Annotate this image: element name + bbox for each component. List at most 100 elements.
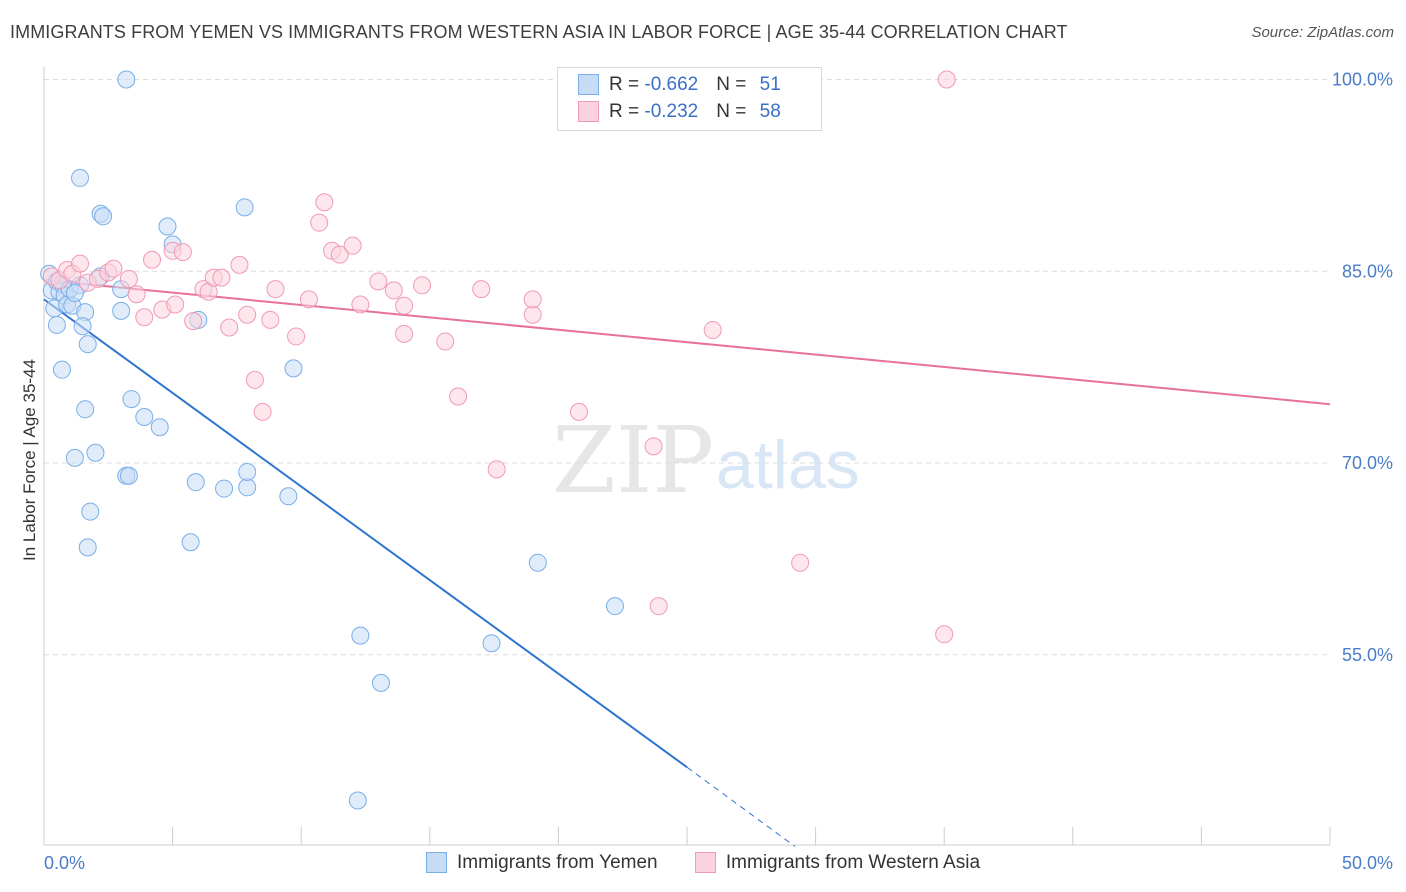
data-point bbox=[166, 295, 185, 314]
data-point bbox=[238, 478, 257, 497]
series-legend: Immigrants from Yemen Immigrants from We… bbox=[0, 852, 1406, 874]
trendlines bbox=[43, 279, 1331, 847]
data-point bbox=[65, 283, 84, 302]
data-point bbox=[245, 370, 264, 389]
legend-row-yemen: R = -0.662 N = 51 bbox=[578, 74, 781, 100]
series-yemen bbox=[40, 70, 624, 810]
data-point bbox=[220, 318, 239, 337]
data-point bbox=[703, 321, 722, 340]
yemen-legend-swatch bbox=[425, 852, 447, 874]
chart-title: IMMIGRANTS FROM YEMEN VS IMMIGRANTS FROM… bbox=[10, 22, 1068, 42]
data-point bbox=[104, 259, 123, 278]
legend-label-western-asia: Immigrants from Western Asia bbox=[725, 852, 981, 873]
legend-item-yemen: Immigrants from Yemen bbox=[425, 852, 658, 874]
data-point bbox=[261, 310, 280, 329]
data-point bbox=[122, 390, 141, 409]
data-point bbox=[348, 791, 367, 810]
data-point bbox=[935, 625, 954, 644]
r-label: R = bbox=[609, 101, 645, 122]
r-label: R = bbox=[609, 74, 645, 95]
source-label: Source: ZipAtlas.com bbox=[1251, 24, 1394, 41]
data-point bbox=[53, 360, 72, 379]
legend-row-western-asia: R = -0.232 N = 58 bbox=[578, 101, 781, 127]
data-point bbox=[73, 317, 92, 336]
data-point bbox=[371, 673, 390, 692]
data-point bbox=[351, 295, 370, 314]
data-point bbox=[523, 305, 542, 324]
data-point bbox=[436, 332, 455, 351]
data-point bbox=[119, 269, 138, 288]
data-point bbox=[184, 312, 203, 331]
data-point bbox=[310, 213, 329, 232]
data-point bbox=[253, 402, 272, 421]
gridlines bbox=[44, 79, 1330, 656]
data-point bbox=[235, 198, 254, 217]
tick-labels: 55.0% 70.0% 85.0% 100.0% 0.0% 50.0% bbox=[44, 70, 1393, 874]
y-tick-label: 55.0% bbox=[1342, 645, 1393, 665]
data-point bbox=[287, 327, 306, 346]
data-point bbox=[395, 296, 414, 315]
r-value: -0.662 bbox=[644, 74, 699, 95]
data-point bbox=[569, 402, 588, 421]
data-point bbox=[644, 437, 663, 456]
correlation-legend: R = -0.662 N = 51 R = -0.232 N = 58 bbox=[557, 67, 822, 131]
data-point bbox=[76, 400, 95, 419]
trendline bbox=[43, 279, 1331, 406]
data-point bbox=[351, 626, 370, 645]
data-point bbox=[279, 487, 298, 506]
data-point bbox=[173, 243, 192, 262]
data-point bbox=[330, 245, 349, 264]
data-point bbox=[86, 443, 105, 462]
data-point bbox=[117, 70, 136, 89]
data-point bbox=[413, 276, 432, 295]
data-point bbox=[78, 335, 97, 354]
x-tick-label: 0.0% bbox=[44, 853, 85, 873]
n-value: 51 bbox=[759, 74, 781, 95]
data-point bbox=[791, 553, 810, 572]
data-point bbox=[71, 254, 90, 273]
data-point bbox=[150, 418, 169, 437]
data-point bbox=[94, 207, 113, 226]
western-asia-legend-swatch bbox=[694, 852, 716, 874]
data-point bbox=[238, 462, 257, 481]
data-point bbox=[143, 250, 162, 269]
series-western-asia bbox=[42, 70, 956, 644]
data-point bbox=[528, 553, 547, 572]
data-point bbox=[65, 448, 84, 467]
data-point bbox=[215, 479, 234, 498]
data-point bbox=[284, 359, 303, 378]
data-point bbox=[299, 290, 318, 309]
n-label: N = bbox=[716, 101, 752, 122]
yemen-swatch bbox=[578, 74, 599, 96]
data-point bbox=[384, 281, 403, 300]
data-point bbox=[369, 272, 388, 291]
data-point bbox=[135, 308, 154, 327]
data-point bbox=[112, 301, 131, 320]
data-point bbox=[472, 280, 491, 299]
data-point bbox=[181, 533, 200, 552]
data-point bbox=[71, 168, 90, 187]
data-point bbox=[81, 502, 100, 521]
data-point bbox=[78, 538, 97, 557]
legend-item-western-asia: Immigrants from Western Asia bbox=[694, 852, 981, 874]
data-point bbox=[482, 634, 501, 653]
data-point bbox=[127, 285, 146, 304]
legend-label-yemen: Immigrants from Yemen bbox=[456, 852, 658, 873]
y-tick-label: 70.0% bbox=[1342, 453, 1393, 473]
data-point bbox=[158, 217, 177, 236]
data-points bbox=[40, 70, 956, 810]
y-tick-label: 100.0% bbox=[1332, 70, 1393, 90]
data-point bbox=[119, 466, 138, 485]
data-point bbox=[230, 255, 249, 274]
data-point bbox=[605, 597, 624, 616]
x-tick-label: 50.0% bbox=[1342, 853, 1393, 873]
data-point bbox=[523, 290, 542, 309]
data-point bbox=[315, 193, 334, 212]
data-point bbox=[937, 70, 956, 89]
watermark: ZIP atlas bbox=[552, 407, 860, 514]
n-label: N = bbox=[716, 74, 752, 95]
trendline bbox=[43, 298, 688, 769]
data-point bbox=[395, 324, 414, 343]
data-point bbox=[47, 315, 66, 334]
n-value: 58 bbox=[759, 101, 781, 122]
